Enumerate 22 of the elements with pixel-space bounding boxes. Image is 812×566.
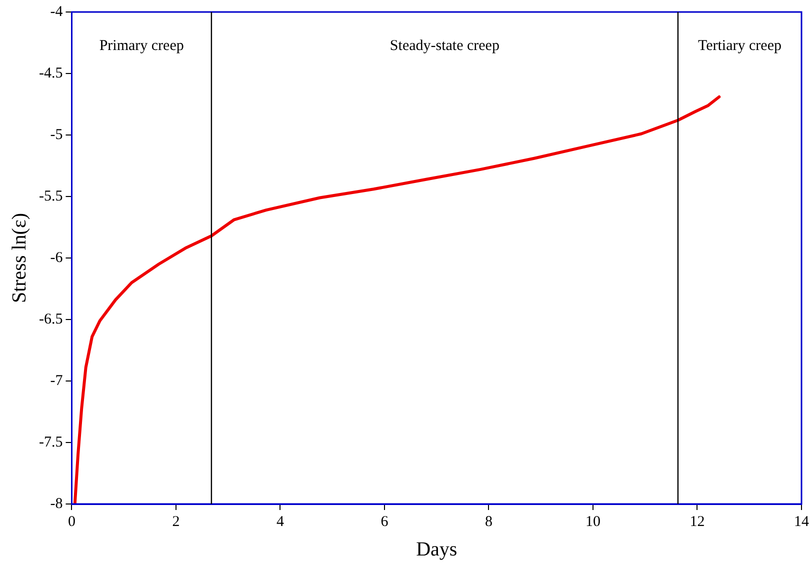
annotation: Primary creep bbox=[99, 38, 184, 54]
y-tick-label: -4 bbox=[50, 4, 64, 20]
annotation: Steady-state creep bbox=[390, 38, 500, 54]
x-tick-label: 2 bbox=[172, 514, 180, 530]
x-tick-label: 10 bbox=[586, 514, 600, 530]
x-tick-label: 14 bbox=[794, 514, 810, 530]
y-tick-label: -6 bbox=[50, 250, 64, 266]
y-tick-label: -6.5 bbox=[38, 311, 63, 328]
x-tick-label: 8 bbox=[485, 514, 492, 530]
x-tick-label: 6 bbox=[380, 514, 389, 530]
y-tick-label: -8 bbox=[50, 496, 63, 512]
x-tick-label: 12 bbox=[690, 514, 705, 530]
y-tick-label: -4.5 bbox=[38, 65, 63, 82]
x-tick-label: 4 bbox=[276, 514, 284, 530]
y-tick-label: -5.5 bbox=[38, 188, 63, 204]
x-tick-label: 0 bbox=[68, 514, 76, 530]
x-axis-title: Days bbox=[416, 538, 458, 560]
y-tick-label: -7.5 bbox=[38, 434, 63, 450]
y-tick-label: -7 bbox=[50, 372, 64, 389]
annotation: Tertiary creep bbox=[698, 38, 782, 54]
y-tick-label: -5 bbox=[50, 126, 63, 143]
y-axis-title: Stress ln(ε) bbox=[8, 212, 30, 304]
